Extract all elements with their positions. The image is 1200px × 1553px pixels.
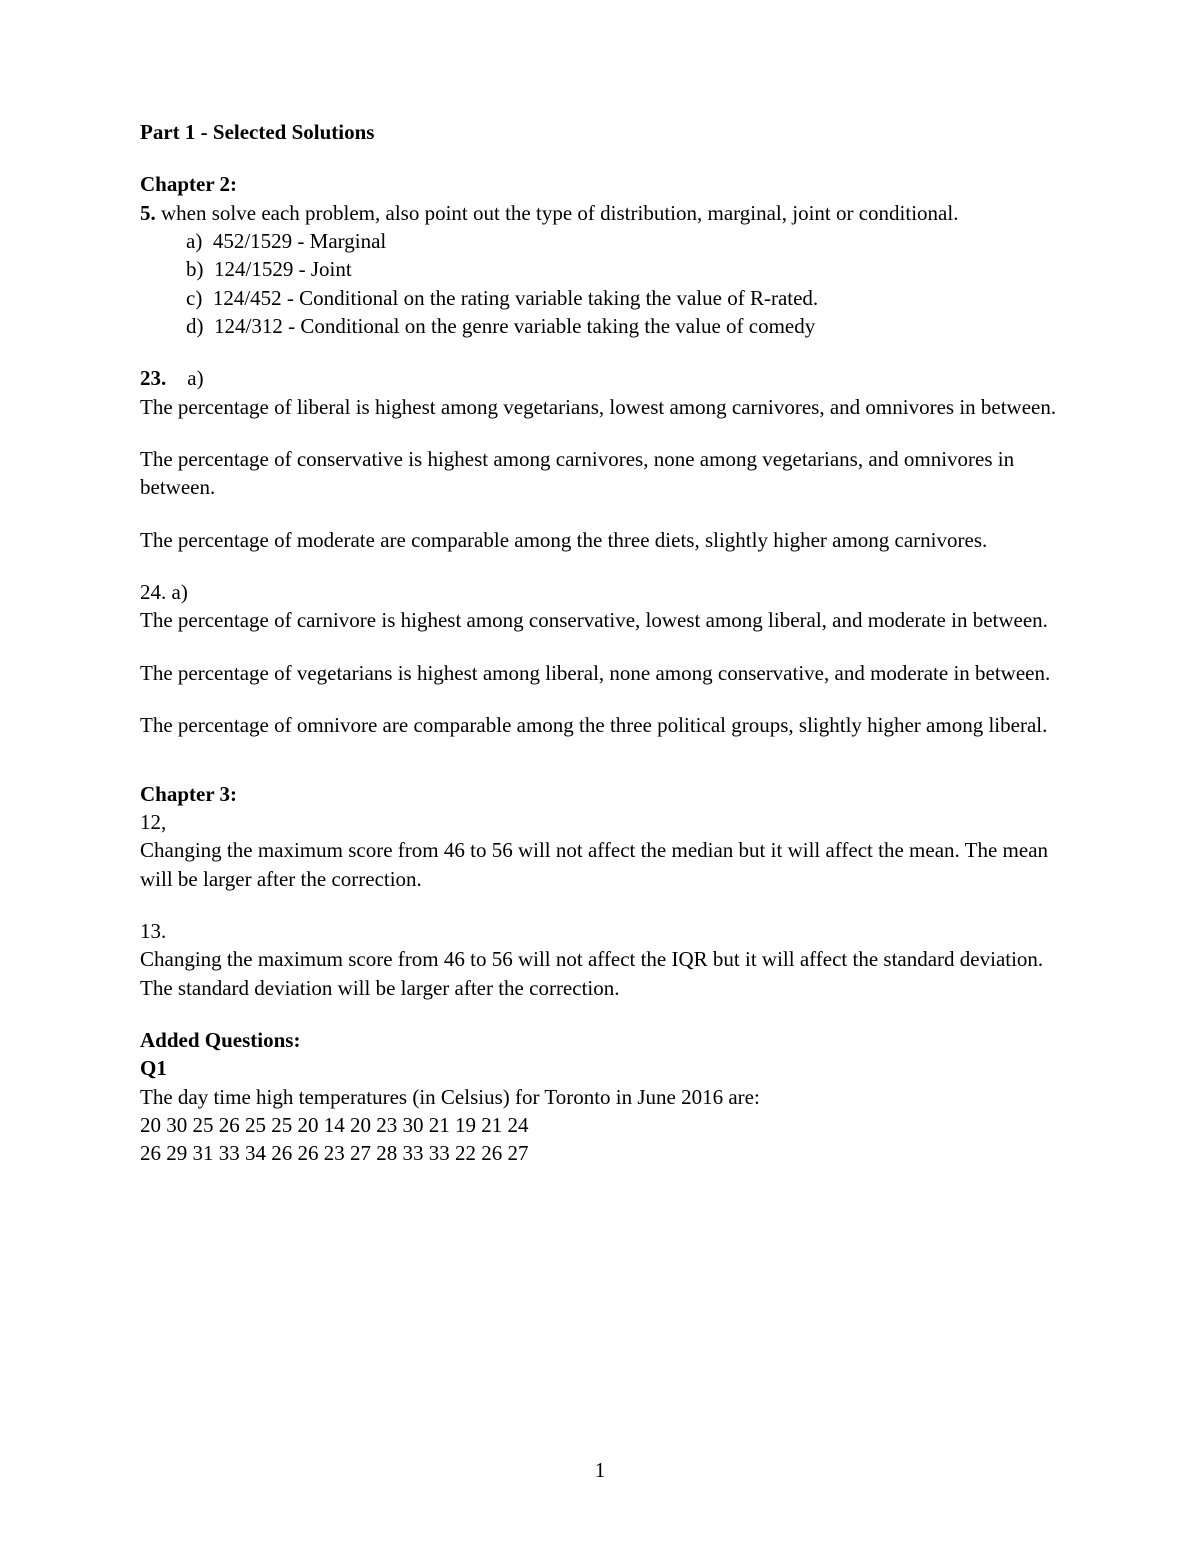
q13-text: Changing the maximum score from 46 to 56… xyxy=(140,945,1060,1002)
q5-item-c: c) 124/452 - Conditional on the rating v… xyxy=(186,284,1060,312)
chapter2-heading: Chapter 2: xyxy=(140,170,1060,198)
q12-text: Changing the maximum score from 46 to 56… xyxy=(140,836,1060,893)
q5-d-label: d) xyxy=(186,314,204,338)
q24-para1: The percentage of carnivore is highest a… xyxy=(140,606,1060,634)
q5-item-b: b) 124/1529 - Joint xyxy=(186,255,1060,283)
q23-para3: The percentage of moderate are comparabl… xyxy=(140,526,1060,554)
q5-answer-list: a) 452/1529 - Marginal b) 124/1529 - Joi… xyxy=(140,227,1060,340)
q12-label: 12, xyxy=(140,808,1060,836)
q24-para3: The percentage of omnivore are comparabl… xyxy=(140,711,1060,739)
q5-number: 5. xyxy=(140,201,156,225)
q5-intro-text: when solve each problem, also point out … xyxy=(156,201,959,225)
q1-data-row1: 20 30 25 26 25 25 20 14 20 23 30 21 19 2… xyxy=(140,1111,1060,1139)
q13-label: 13. xyxy=(140,917,1060,945)
added-questions-heading: Added Questions: xyxy=(140,1026,1060,1054)
q5-a-label: a) xyxy=(186,229,202,253)
q5-c-text: 124/452 - Conditional on the rating vari… xyxy=(213,286,818,310)
q5-item-d: d) 124/312 - Conditional on the genre va… xyxy=(186,312,1060,340)
q5-intro: 5. when solve each problem, also point o… xyxy=(140,199,1060,227)
q5-c-label: c) xyxy=(186,286,202,310)
q5-b-text: 124/1529 - Joint xyxy=(214,257,352,281)
q1-label: Q1 xyxy=(140,1054,1060,1082)
q23-para2: The percentage of conservative is highes… xyxy=(140,445,1060,502)
q23-number: 23. xyxy=(140,366,166,390)
q24-para2: The percentage of vegetarians is highest… xyxy=(140,659,1060,687)
q23-para1: The percentage of liberal is highest amo… xyxy=(140,393,1060,421)
q5-b-label: b) xyxy=(186,257,204,281)
part-title: Part 1 - Selected Solutions xyxy=(140,118,1060,146)
q1-intro: The day time high temperatures (in Celsi… xyxy=(140,1083,1060,1111)
q23-sub: a) xyxy=(187,366,203,390)
q5-d-text: 124/312 - Conditional on the genre varia… xyxy=(214,314,815,338)
q23-header: 23. a) xyxy=(140,364,1060,392)
q1-data-row2: 26 29 31 33 34 26 26 23 27 28 33 33 22 2… xyxy=(140,1139,1060,1167)
document-page: Part 1 - Selected Solutions Chapter 2: 5… xyxy=(0,0,1200,1553)
q5-a-text: 452/1529 - Marginal xyxy=(213,229,386,253)
page-number: 1 xyxy=(0,1458,1200,1483)
q5-item-a: a) 452/1529 - Marginal xyxy=(186,227,1060,255)
chapter3-heading: Chapter 3: xyxy=(140,780,1060,808)
q24-header: 24. a) xyxy=(140,578,1060,606)
